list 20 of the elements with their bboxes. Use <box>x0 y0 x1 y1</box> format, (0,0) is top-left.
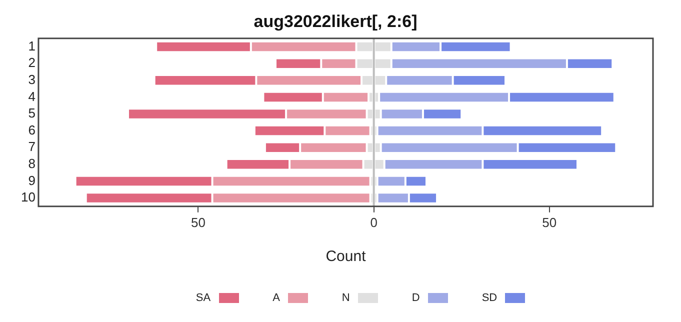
y-tick-label: 6 <box>28 122 36 138</box>
legend-label: SD <box>482 292 498 304</box>
x-tick-label: 50 <box>191 214 206 230</box>
y-tick-label: 5 <box>28 106 36 121</box>
y-tick-label: 9 <box>28 172 36 188</box>
y-tick-label: 10 <box>20 190 36 205</box>
x-tick-label: 0 <box>370 214 378 230</box>
y-tick-label: 8 <box>28 156 36 171</box>
legend-label: A <box>272 292 280 304</box>
y-tick-label: 3 <box>28 72 36 87</box>
legend-label: SA <box>196 292 211 304</box>
y-tick-label: 4 <box>28 88 36 104</box>
y-tick-label: 1 <box>28 38 36 54</box>
y-tick-label: 7 <box>28 139 36 154</box>
x-axis-title: Count <box>326 248 367 266</box>
chart-title: aug32022likert[, 2:6] <box>254 12 418 31</box>
x-tick-label: 50 <box>542 214 557 230</box>
legend-label: N <box>342 292 350 304</box>
legend-label: D <box>412 292 420 304</box>
y-tick-label: 2 <box>28 55 36 70</box>
